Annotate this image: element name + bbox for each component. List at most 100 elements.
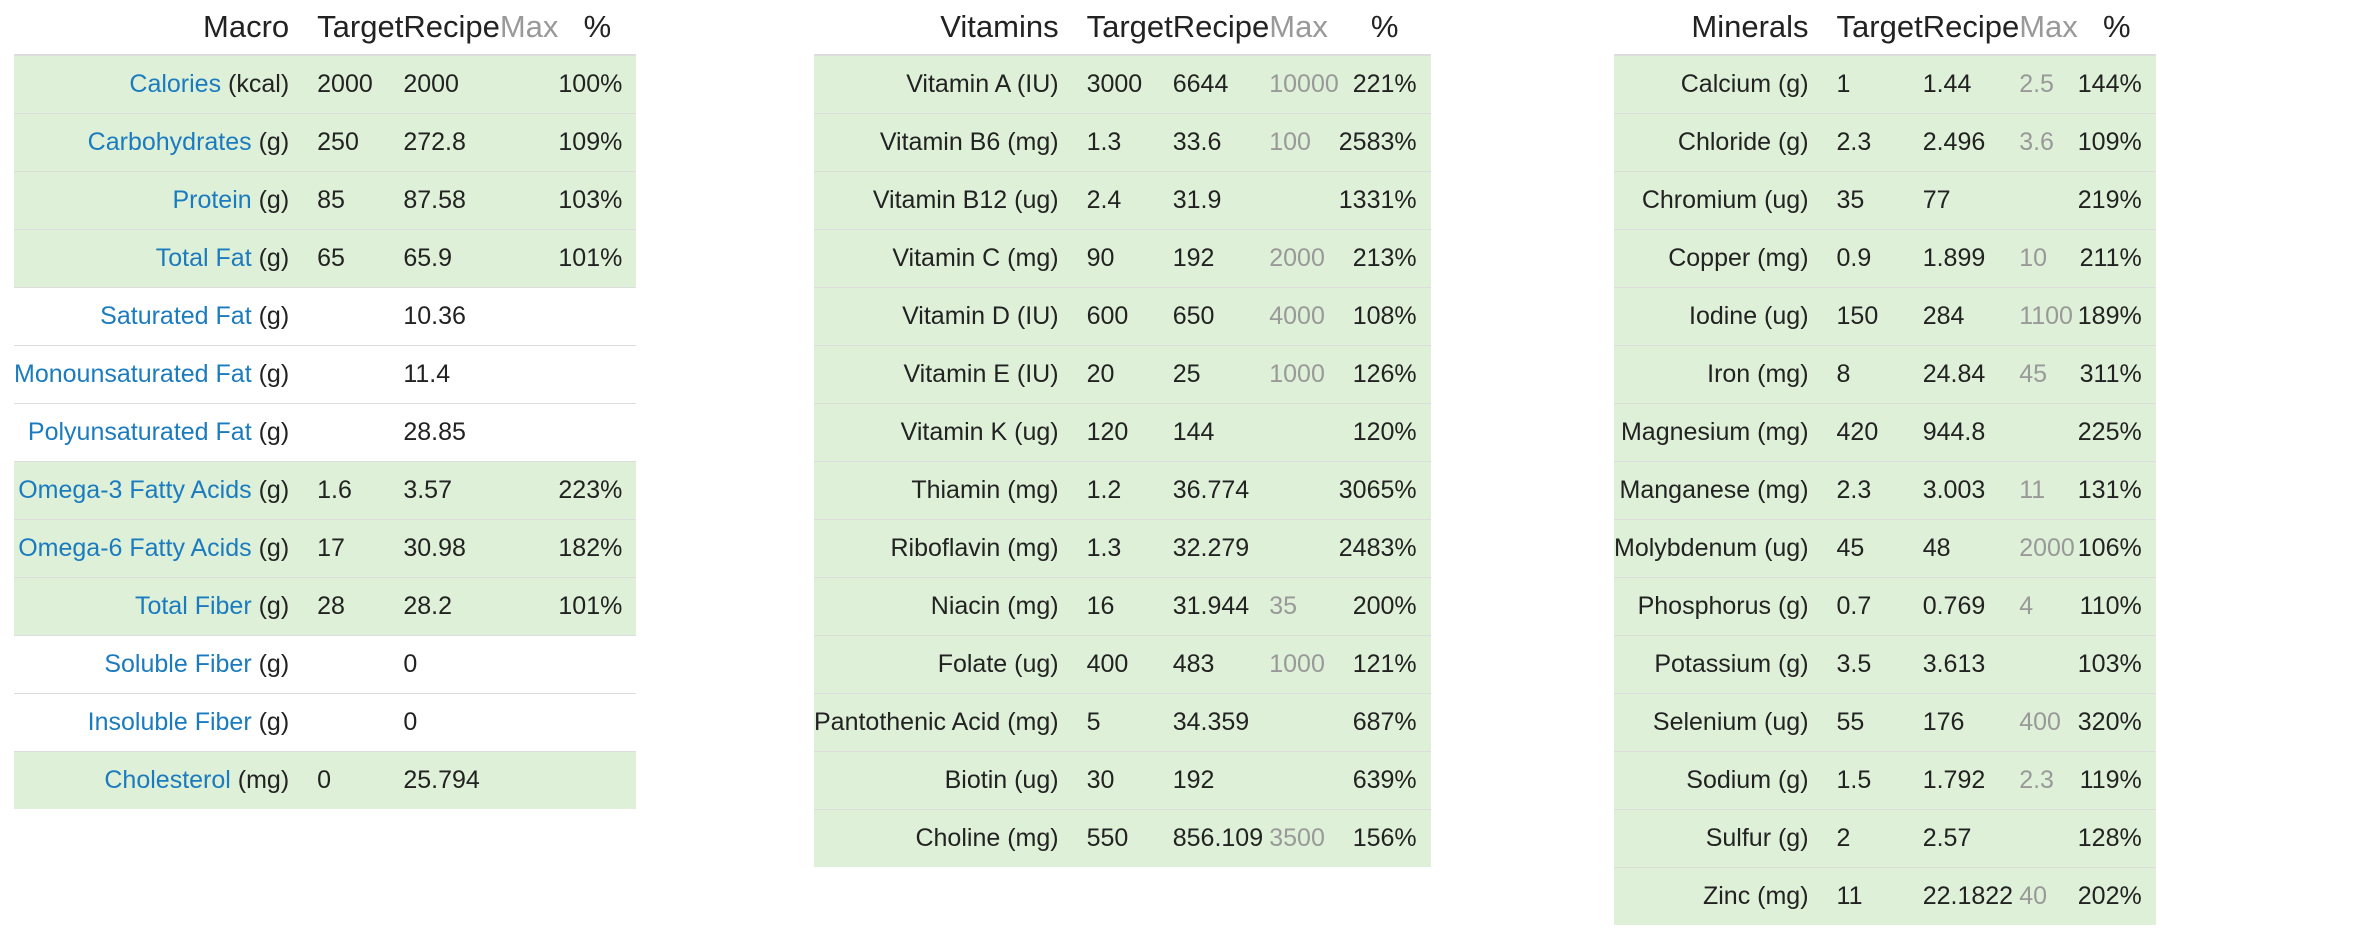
macro-header-pct: % xyxy=(558,0,637,56)
max-value xyxy=(1269,751,1339,810)
nutrient-name: Iron (mg) xyxy=(1614,345,1837,404)
nutrient-name-cell: Total Fiber (g) xyxy=(14,577,318,636)
percent-value: 687% xyxy=(1338,693,1431,752)
max-value: 40 xyxy=(2019,867,2078,925)
table-row: Sulfur (g) 2 2.57 128% xyxy=(1614,809,2156,868)
nutrient-unit: (mg) xyxy=(230,766,290,794)
nutrient-link[interactable]: Omega-6 Fatty Acids xyxy=(18,534,252,562)
nutrient-link[interactable]: Protein xyxy=(172,186,252,214)
table-row: Carbohydrates (g) 250 272.8 109% xyxy=(14,113,637,172)
nutrient-name: Copper (mg) xyxy=(1614,229,1837,288)
nutrient-name: Sodium (g) xyxy=(1614,751,1837,810)
nutrient-unit: (g) xyxy=(251,418,290,446)
macro-header-target: Target xyxy=(317,0,404,56)
recipe-value: 944.8 xyxy=(1922,403,2020,462)
percent-value: 120% xyxy=(1338,403,1431,462)
table-row: Omega-6 Fatty Acids (g) 17 30.98 182% xyxy=(14,519,637,578)
recipe-value: 192 xyxy=(1172,229,1270,288)
max-value: 1000 xyxy=(1269,345,1339,404)
recipe-value: 3.57 xyxy=(403,461,500,520)
table-row: Sodium (g) 1.5 1.792 2.3 119% xyxy=(1614,751,2156,810)
percent-value: 225% xyxy=(2077,403,2156,462)
target-value: 250 xyxy=(317,113,404,172)
max-value xyxy=(2019,403,2078,462)
recipe-value: 31.9 xyxy=(1172,171,1270,230)
recipe-value: 22.1822 xyxy=(1922,867,2020,925)
nutrient-link[interactable]: Total Fat xyxy=(155,244,252,272)
target-value: 35 xyxy=(1836,171,1923,230)
table-row: Vitamin A (IU) 3000 6644 10000 221% xyxy=(814,54,1431,114)
nutrient-name: Vitamin A (IU) xyxy=(814,54,1087,114)
max-value xyxy=(499,113,559,172)
percent-value: 223% xyxy=(558,461,637,520)
recipe-value: 28.85 xyxy=(403,403,500,462)
max-value xyxy=(1269,519,1339,578)
macro-table: Macro Target Recipe Max % Calories (kcal… xyxy=(14,0,637,809)
recipe-value: 2000 xyxy=(403,54,500,114)
max-value: 4 xyxy=(2019,577,2078,636)
percent-value: 189% xyxy=(2077,287,2156,346)
percent-value: 2583% xyxy=(1338,113,1431,172)
nutrient-link[interactable]: Calories xyxy=(129,70,222,98)
recipe-value: 192 xyxy=(1172,751,1270,810)
recipe-value: 3.003 xyxy=(1922,461,2020,520)
recipe-value: 0.769 xyxy=(1922,577,2020,636)
table-row: Omega-3 Fatty Acids (g) 1.6 3.57 223% xyxy=(14,461,637,520)
table-row: Selenium (ug) 55 176 400 320% xyxy=(1614,693,2156,752)
nutrient-name: Vitamin B6 (mg) xyxy=(814,113,1087,172)
percent-value: 103% xyxy=(558,171,637,230)
nutrient-name: Thiamin (mg) xyxy=(814,461,1087,520)
max-value: 4000 xyxy=(1269,287,1339,346)
target-value xyxy=(317,635,404,694)
nutrient-name-cell: Omega-6 Fatty Acids (g) xyxy=(14,519,318,578)
recipe-value: 2.496 xyxy=(1922,113,2020,172)
nutrient-link[interactable]: Saturated Fat xyxy=(100,302,252,330)
nutrient-link[interactable]: Omega-3 Fatty Acids xyxy=(18,476,252,504)
percent-value: 121% xyxy=(1338,635,1431,694)
nutrient-name-cell: Saturated Fat (g) xyxy=(14,287,318,346)
percent-value: 1331% xyxy=(1338,171,1431,230)
max-value xyxy=(499,577,559,636)
target-value: 30 xyxy=(1086,751,1173,810)
table-row: Chromium (ug) 35 77 219% xyxy=(1614,171,2156,230)
max-value: 2000 xyxy=(1269,229,1339,288)
target-value: 8 xyxy=(1836,345,1923,404)
minerals-table: Minerals Target Recipe Max % Calcium (g)… xyxy=(1614,0,2156,925)
recipe-value: 31.944 xyxy=(1172,577,1270,636)
nutrient-name: Zinc (mg) xyxy=(1614,867,1837,925)
table-row: Zinc (mg) 11 22.1822 40 202% xyxy=(1614,867,2156,925)
minerals-header-target: Target xyxy=(1836,0,1923,56)
max-value: 11 xyxy=(2019,461,2078,520)
target-value: 550 xyxy=(1086,809,1173,867)
nutrient-link[interactable]: Cholesterol xyxy=(104,766,231,794)
target-value: 2.3 xyxy=(1836,113,1923,172)
percent-value: 219% xyxy=(2077,171,2156,230)
vitamins-body: Vitamin A (IU) 3000 6644 10000 221% Vitamin B… xyxy=(814,54,1431,867)
table-row: Phosphorus (g) 0.7 0.769 4 110% xyxy=(1614,577,2156,636)
target-value: 90 xyxy=(1086,229,1173,288)
max-value xyxy=(1269,693,1339,752)
max-value: 3500 xyxy=(1269,809,1339,867)
nutrient-name: Manganese (mg) xyxy=(1614,461,1837,520)
table-row: Total Fiber (g) 28 28.2 101% xyxy=(14,577,637,636)
max-value: 3.6 xyxy=(2019,113,2078,172)
percent-value: 182% xyxy=(558,519,637,578)
recipe-value: 10.36 xyxy=(403,287,500,346)
percent-value: 109% xyxy=(558,113,637,172)
nutrient-link[interactable]: Polyunsaturated Fat xyxy=(27,418,252,446)
nutrient-link[interactable]: Total Fiber xyxy=(134,592,252,620)
nutrient-unit: (g) xyxy=(251,650,290,678)
target-value: 420 xyxy=(1836,403,1923,462)
nutrient-name-cell: Protein (g) xyxy=(14,171,318,230)
nutrient-link[interactable]: Insoluble Fiber xyxy=(87,708,252,736)
vitamins-table: Vitamins Target Recipe Max % Vitamin A (… xyxy=(814,0,1431,867)
nutrient-name: Chloride (g) xyxy=(1614,113,1837,172)
recipe-value: 483 xyxy=(1172,635,1270,694)
max-value: 10000 xyxy=(1269,54,1339,114)
table-row: Calcium (g) 1 1.44 2.5 144% xyxy=(1614,54,2156,114)
recipe-value: 30.98 xyxy=(403,519,500,578)
table-row: Potassium (g) 3.5 3.613 103% xyxy=(1614,635,2156,694)
nutrient-link[interactable]: Monounsaturated Fat xyxy=(14,360,252,388)
nutrient-link[interactable]: Carbohydrates xyxy=(87,128,252,156)
nutrient-link[interactable]: Soluble Fiber xyxy=(104,650,252,678)
